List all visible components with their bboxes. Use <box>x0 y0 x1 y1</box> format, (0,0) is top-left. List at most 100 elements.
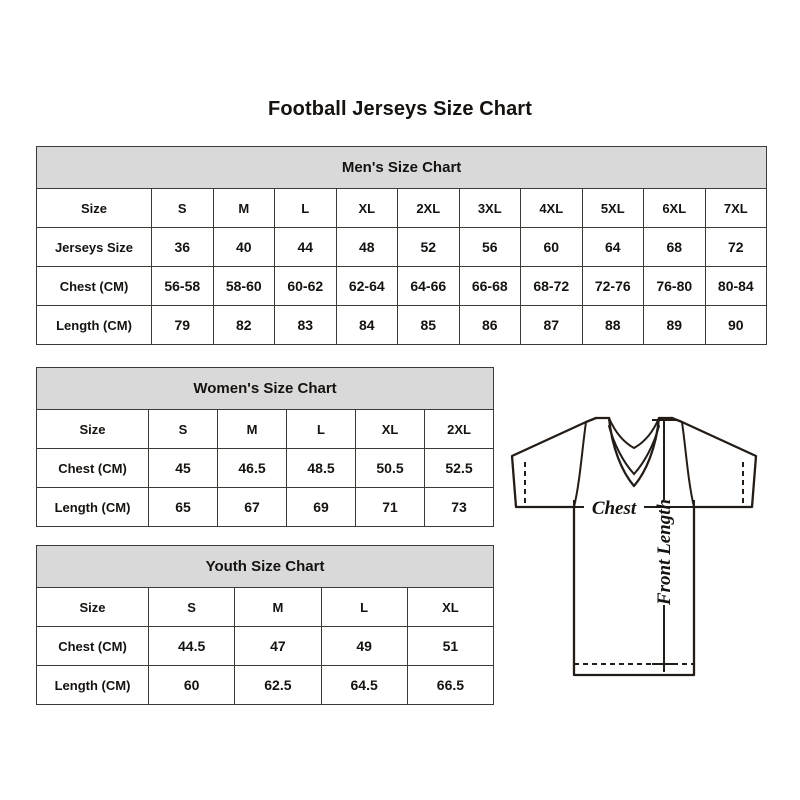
table-cell: 79 <box>151 305 214 345</box>
jersey-body-outline <box>572 505 696 677</box>
table-cell: 56-58 <box>151 266 214 306</box>
column-header-xl: XL <box>406 587 495 627</box>
table-cell: 82 <box>212 305 275 345</box>
row-label-chest-cm: Chest (CM) <box>36 266 152 306</box>
column-header-l: L <box>286 409 356 449</box>
table-cell: 50.5 <box>355 448 425 488</box>
youth-table-caption: Youth Size Chart <box>35 545 495 588</box>
table-cell: 65 <box>148 487 218 527</box>
front-length-label: Front Length <box>654 499 675 606</box>
table-cell: 90 <box>704 305 768 345</box>
table-cell: 62-64 <box>335 266 398 306</box>
row-label-length-cm: Length (CM) <box>36 305 152 345</box>
table-cell: 89 <box>643 305 706 345</box>
table-cell: 87 <box>520 305 583 345</box>
table-cell: 83 <box>274 305 337 345</box>
womens-table-caption: Women's Size Chart <box>35 367 495 410</box>
table-row: Chest (CM) 45 46.5 48.5 50.5 52.5 <box>36 448 495 488</box>
womens-size-chart-table: Women's Size Chart Size S M L XL 2XL Che… <box>35 367 495 527</box>
column-header-m: M <box>217 409 287 449</box>
row-label-length-cm: Length (CM) <box>36 487 149 527</box>
table-cell: 88 <box>581 305 644 345</box>
table-cell: 84 <box>335 305 398 345</box>
table-cell: 64.5 <box>320 665 408 705</box>
table-row: Jerseys Size 36 40 44 48 52 56 60 64 68 … <box>36 227 768 267</box>
column-header-size: Size <box>36 587 149 627</box>
chest-label: Chest <box>592 498 637 519</box>
jersey-right-sleeve <box>670 416 758 509</box>
mens-table-caption: Men's Size Chart <box>35 146 768 189</box>
jersey-v-neck-collar <box>607 416 661 488</box>
table-cell: 68 <box>643 227 706 267</box>
column-header-xl: XL <box>355 409 425 449</box>
table-header-row: Size S M L XL 2XL <box>36 409 495 449</box>
table-cell: 71 <box>355 487 425 527</box>
table-cell: 47 <box>234 626 322 666</box>
column-header-s: S <box>148 409 218 449</box>
table-caption-row: Men's Size Chart <box>35 146 768 189</box>
row-label-jerseys-size: Jerseys Size <box>36 227 152 267</box>
table-cell: 40 <box>212 227 275 267</box>
table-row: Length (CM) 79 82 83 84 85 86 87 88 89 9… <box>36 305 768 345</box>
table-cell: 85 <box>397 305 460 345</box>
chest-measurement-line <box>560 500 708 528</box>
column-header-2xl: 2XL <box>423 409 495 449</box>
column-header-6xl: 6XL <box>643 188 706 228</box>
table-cell: 69 <box>286 487 356 527</box>
column-header-size: Size <box>36 409 149 449</box>
table-row: Chest (CM) 56-58 58-60 60-62 62-64 64-66… <box>36 266 768 306</box>
row-label-length-cm: Length (CM) <box>36 665 149 705</box>
table-caption-row: Women's Size Chart <box>35 367 495 410</box>
table-cell: 52.5 <box>423 448 495 488</box>
table-cell: 58-60 <box>212 266 275 306</box>
table-cell: 60 <box>520 227 583 267</box>
jersey-measurement-diagram: Chest Front Length <box>496 400 786 700</box>
column-header-2xl: 2XL <box>397 188 460 228</box>
table-cell: 52 <box>397 227 460 267</box>
table-header-row: Size S M L XL 2XL 3XL 4XL 5XL 6XL 7XL <box>36 188 768 228</box>
table-cell: 72-76 <box>581 266 644 306</box>
table-cell: 56 <box>458 227 521 267</box>
table-cell: 49 <box>320 626 408 666</box>
jersey-left-sleeve <box>510 416 598 509</box>
table-cell: 76-80 <box>643 266 706 306</box>
table-cell: 80-84 <box>704 266 768 306</box>
table-cell: 64-66 <box>397 266 460 306</box>
row-label-chest-cm: Chest (CM) <box>36 626 149 666</box>
table-cell: 68-72 <box>520 266 583 306</box>
table-cell: 44 <box>274 227 337 267</box>
table-cell: 36 <box>151 227 214 267</box>
column-header-m: M <box>212 188 275 228</box>
table-row: Length (CM) 60 62.5 64.5 66.5 <box>36 665 495 705</box>
table-cell: 66.5 <box>406 665 495 705</box>
table-cell: 67 <box>217 487 287 527</box>
table-cell: 62.5 <box>234 665 322 705</box>
column-header-size: Size <box>36 188 152 228</box>
table-cell: 44.5 <box>147 626 236 666</box>
mens-size-chart-table: Men's Size Chart Size S M L XL 2XL 3XL 4… <box>35 146 768 345</box>
table-cell: 48.5 <box>286 448 356 488</box>
table-cell: 46.5 <box>217 448 287 488</box>
table-row: Length (CM) 65 67 69 71 73 <box>36 487 495 527</box>
youth-size-chart-table: Youth Size Chart Size S M L XL Chest (CM… <box>35 545 495 705</box>
table-header-row: Size S M L XL <box>36 587 495 627</box>
column-header-l: L <box>320 587 408 627</box>
column-header-xl: XL <box>335 188 398 228</box>
page-title: Football Jerseys Size Chart <box>268 98 532 120</box>
column-header-7xl: 7XL <box>704 188 768 228</box>
column-header-m: M <box>234 587 322 627</box>
column-header-3xl: 3XL <box>458 188 521 228</box>
table-row: Chest (CM) 44.5 47 49 51 <box>36 626 495 666</box>
column-header-4xl: 4XL <box>520 188 583 228</box>
table-cell: 72 <box>704 227 768 267</box>
row-label-chest-cm: Chest (CM) <box>36 448 149 488</box>
table-cell: 86 <box>458 305 521 345</box>
table-cell: 60 <box>147 665 236 705</box>
column-header-5xl: 5XL <box>581 188 644 228</box>
table-cell: 73 <box>423 487 495 527</box>
table-cell: 60-62 <box>274 266 337 306</box>
table-cell: 64 <box>581 227 644 267</box>
table-cell: 45 <box>148 448 218 488</box>
table-cell: 66-68 <box>458 266 521 306</box>
